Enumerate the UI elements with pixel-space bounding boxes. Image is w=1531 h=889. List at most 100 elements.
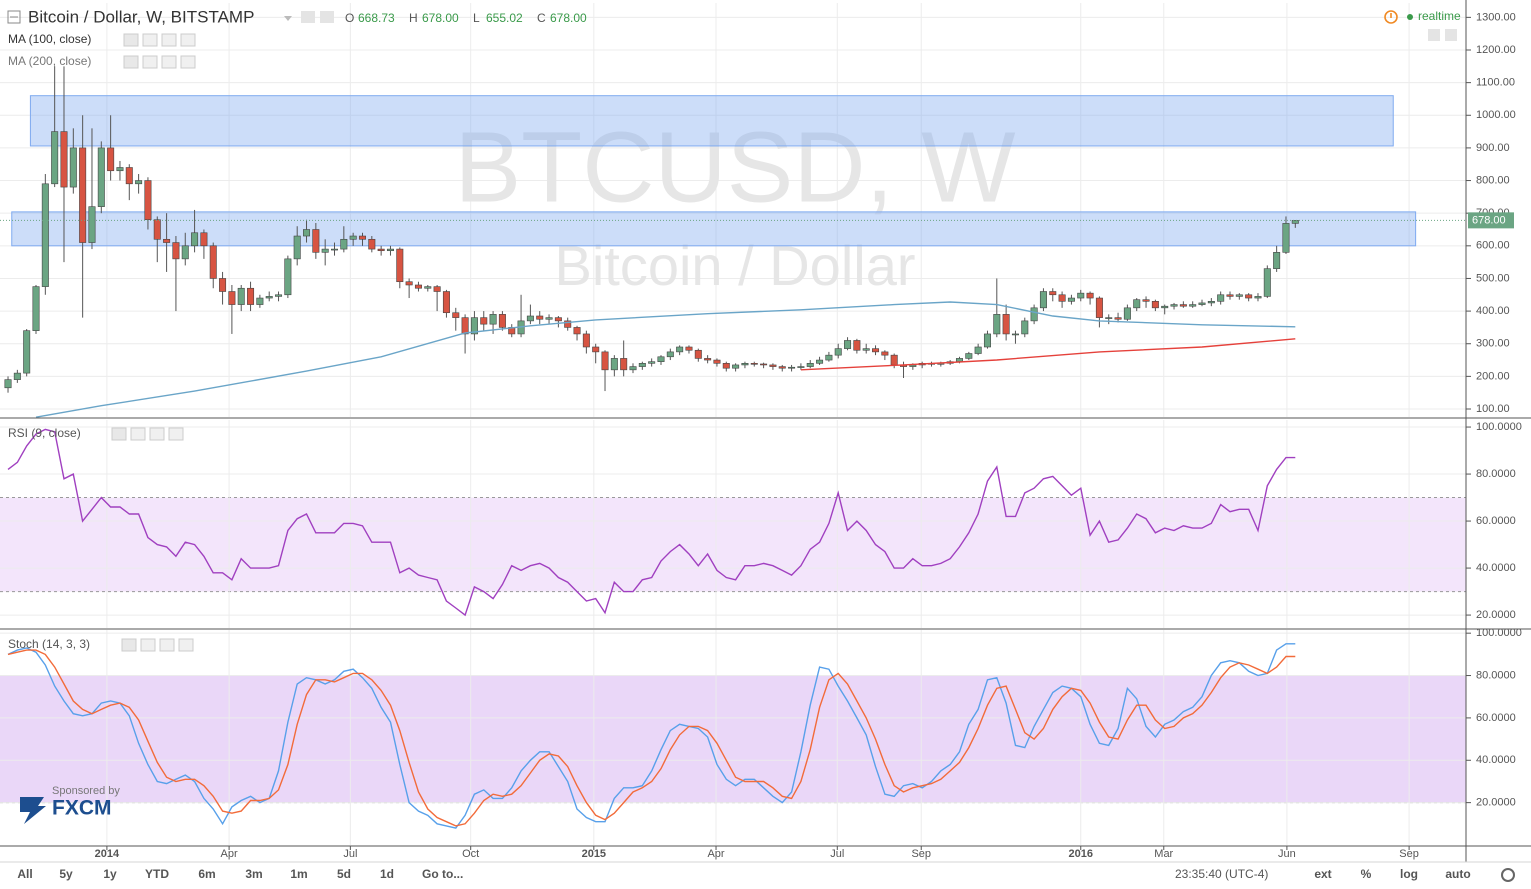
candle-body <box>1170 304 1178 307</box>
candle-body <box>806 363 814 367</box>
collapse-icon[interactable] <box>7 10 21 24</box>
y-tick-label: 100.0000 <box>1476 627 1522 639</box>
candle-body <box>974 346 982 354</box>
legend-label: Stoch (14, 3, 3) <box>8 637 90 651</box>
candle-body <box>638 363 646 367</box>
candle-body <box>219 278 227 292</box>
candle-body <box>377 248 385 252</box>
legend-icon[interactable] <box>161 55 177 69</box>
legend-icon[interactable] <box>180 33 196 47</box>
range-button[interactable]: YTD <box>145 867 169 881</box>
candle-body <box>1011 333 1019 336</box>
option-button[interactable]: ext <box>1314 867 1331 881</box>
range-button[interactable]: 6m <box>198 867 215 881</box>
x-tick-label: Mar <box>1154 848 1173 860</box>
ohlc-key: L <box>473 11 480 25</box>
toolbar: All 5y 1y YTD 6m 3m 1m 5d 1d Go to... 23:35:40 (UT… <box>17 867 1515 882</box>
y-tick-label: 1300.00 <box>1476 11 1516 23</box>
candle-body <box>88 206 96 243</box>
candle-body <box>788 366 796 369</box>
candle-body <box>228 291 236 305</box>
candle-body <box>1273 252 1281 269</box>
legend-icon[interactable] <box>178 638 194 652</box>
legend-icon[interactable] <box>140 638 156 652</box>
range-button[interactable]: 5y <box>59 867 73 881</box>
legend-label: MA (100, close) <box>8 32 91 46</box>
series-line <box>35 301 1296 418</box>
candle-body <box>1133 299 1141 309</box>
legend-icon[interactable] <box>142 55 158 69</box>
candle-body <box>983 333 991 348</box>
legend-icon[interactable] <box>142 33 158 47</box>
candle-body <box>41 183 49 287</box>
last-price-box <box>1468 212 1514 229</box>
option-button[interactable]: log <box>1400 867 1418 881</box>
candle-body <box>965 353 973 359</box>
candle-body <box>144 180 152 221</box>
legend-icon[interactable] <box>121 638 137 652</box>
candle-body <box>1282 223 1290 253</box>
icon-button[interactable] <box>1428 29 1440 41</box>
range-button[interactable]: 5d <box>337 867 351 881</box>
panes: 100.00200.00300.00400.00500.00600.00700.… <box>0 3 1522 860</box>
range-button[interactable]: 1y <box>103 867 117 881</box>
range-button[interactable]: All <box>17 867 32 881</box>
dropdown-arrow[interactable] <box>284 16 292 21</box>
candle-body <box>713 359 721 364</box>
candle-body <box>433 286 441 292</box>
y-tick-label: 20.0000 <box>1476 797 1516 809</box>
realtime-dot <box>1407 14 1413 20</box>
x-tick-label: Sep <box>1399 848 1419 860</box>
icon-button[interactable] <box>1445 29 1457 41</box>
candle-body <box>1039 291 1047 309</box>
candle-body <box>32 286 40 331</box>
legend-label: RSI (9, close) <box>8 426 81 440</box>
candle-body <box>1002 314 1010 335</box>
option-button[interactable]: auto <box>1445 867 1470 881</box>
goto-button[interactable]: Go to... <box>422 867 463 881</box>
x-tick-label: Jul <box>343 848 357 860</box>
watermark-sub: Bitcoin / Dollar <box>554 234 915 297</box>
icon-button[interactable] <box>320 11 334 23</box>
candle-body <box>760 363 768 366</box>
legend-icon[interactable] <box>123 55 139 69</box>
candle-body <box>153 219 161 240</box>
band-fill <box>0 497 1466 592</box>
candle-body <box>200 232 208 247</box>
ohlc-key: C <box>537 11 546 25</box>
candle-body <box>1198 302 1206 305</box>
candle-body <box>1105 317 1113 319</box>
candle-body <box>648 361 656 364</box>
legend-icon[interactable] <box>130 427 146 441</box>
settings-icon[interactable] <box>1501 868 1515 882</box>
y-tick-label: 20.0000 <box>1476 609 1516 621</box>
candle-body <box>405 281 413 286</box>
legend-icon[interactable] <box>180 55 196 69</box>
range-button[interactable]: 1m <box>290 867 307 881</box>
clock: 23:35:40 (UTC-4) <box>1175 867 1268 881</box>
candle-body <box>1151 301 1159 309</box>
candle-body <box>778 366 786 369</box>
candle-body <box>1095 297 1103 318</box>
candle-body <box>732 364 740 369</box>
candle-body <box>1030 307 1038 322</box>
icon-button[interactable] <box>301 11 315 23</box>
legend-icon[interactable] <box>161 33 177 47</box>
option-button[interactable]: % <box>1361 867 1372 881</box>
candle-body <box>573 327 581 335</box>
range-button[interactable]: 1d <box>380 867 394 881</box>
legend-icon[interactable] <box>123 33 139 47</box>
legend-icon[interactable] <box>159 638 175 652</box>
candle-body <box>321 248 329 253</box>
candle-body <box>452 312 460 318</box>
last-price-label: 678.00 <box>1472 214 1506 226</box>
legend-icon[interactable] <box>149 427 165 441</box>
clock-icon[interactable] <box>1384 10 1398 24</box>
candle-body <box>834 348 842 356</box>
candle-body <box>172 242 180 260</box>
range-button[interactable]: 3m <box>245 867 262 881</box>
candle-body <box>872 348 880 353</box>
legend-icon[interactable] <box>168 427 184 441</box>
legend-icon[interactable] <box>111 427 127 441</box>
candle-body <box>116 167 124 172</box>
